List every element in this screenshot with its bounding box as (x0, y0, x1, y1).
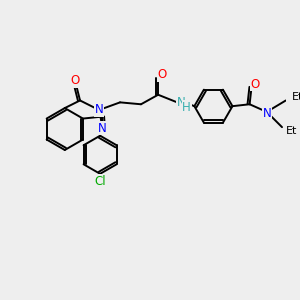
Text: N: N (177, 96, 185, 109)
Text: N: N (95, 103, 103, 116)
Text: N: N (98, 122, 106, 135)
Text: Cl: Cl (94, 175, 106, 188)
Text: Et: Et (286, 126, 297, 136)
Text: Et: Et (292, 92, 300, 102)
Text: H: H (182, 100, 191, 114)
Text: N: N (262, 107, 271, 120)
Text: O: O (251, 78, 260, 91)
Text: O: O (70, 74, 80, 87)
Text: O: O (157, 68, 167, 81)
